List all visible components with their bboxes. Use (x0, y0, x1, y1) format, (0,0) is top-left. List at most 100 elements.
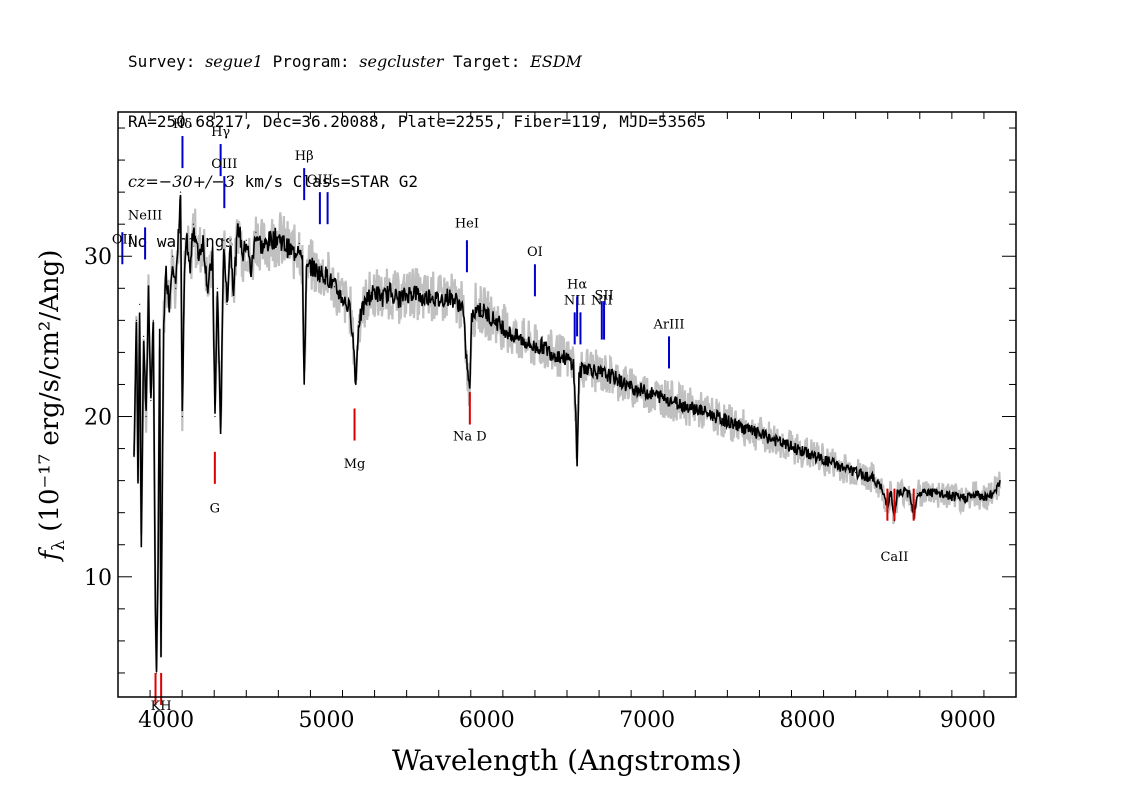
spectrum-point (822, 459, 825, 461)
x-tick-label: 4000 (138, 708, 194, 733)
emission-line-label: OII (112, 232, 133, 247)
spectrum-point (575, 415, 577, 418)
spectrum-point (494, 319, 496, 321)
spectrum-point (255, 231, 257, 233)
spectrum-point (871, 476, 873, 479)
header-line-1: Survey: segue1 Program: segcluster Targe… (128, 52, 706, 72)
spectrum-point (186, 239, 188, 241)
cz-prefix: cz= (128, 172, 159, 191)
spectrum-point (710, 414, 712, 416)
spectrum-header: Survey: segue1 Program: segcluster Targe… (128, 12, 706, 272)
spectrum-point (214, 415, 216, 418)
spectrum-point (398, 298, 400, 301)
spectrum-point (349, 310, 352, 312)
spectrum-point (355, 383, 357, 386)
spectrum-point (927, 491, 929, 493)
spectrum-point (157, 560, 159, 562)
spectrum-point (909, 492, 911, 495)
program-label: Program: (272, 52, 350, 71)
spectrum-point (175, 287, 177, 289)
spectrum-point (638, 388, 640, 390)
spectrum-point (462, 306, 464, 309)
absorption-line-label: KH (151, 699, 172, 714)
spectrum-point (163, 319, 165, 321)
absorption-line-label: CaII (880, 550, 908, 565)
spectrum-point (277, 236, 279, 238)
spectrum-point (614, 377, 616, 379)
spectrum-point (216, 287, 219, 289)
spectrum-point (742, 427, 744, 429)
spectrum-point (223, 239, 225, 241)
spectrum-point (582, 366, 584, 368)
spectrum-point (935, 492, 937, 495)
target-value: ESDM (530, 52, 582, 71)
spectrum-point (855, 472, 857, 474)
spectrum-point (269, 239, 271, 241)
line-markers: OIINeIIIHδHγOIIIHβOIIIHeIOINIIHαNIISIIAr… (112, 117, 915, 714)
spectrum-point (168, 303, 170, 305)
spectrum-point (967, 496, 969, 498)
spectrum-point (150, 399, 152, 402)
spectrum-point (145, 415, 147, 418)
spectrum-point (446, 295, 448, 297)
spectrum-point (991, 494, 993, 496)
spectrum-point (159, 335, 161, 337)
x-tick-label: 9000 (940, 708, 996, 733)
y-tick-label: 10 (84, 566, 112, 591)
spectrum-point (178, 223, 180, 225)
spectrum-point (422, 298, 424, 301)
spectrum-point (390, 290, 392, 293)
spectrum-point (646, 391, 648, 394)
axes: 4000 5000 6000 7000 8000 9000 10 20 30 (84, 112, 1017, 733)
x-tick-label: 6000 (459, 708, 515, 733)
spectrum-point (890, 491, 892, 493)
error-band (132, 196, 1002, 670)
spectrum-point (261, 247, 263, 249)
spectrum-point (943, 494, 945, 496)
spectrum-point (630, 387, 632, 389)
spectrum-point (317, 271, 320, 273)
spectrum-point (578, 375, 580, 378)
spectrum-point (303, 383, 305, 386)
cz-value: −30+/−3 (158, 172, 235, 191)
survey-label: Survey: (128, 52, 196, 71)
spectrum-point (135, 319, 138, 321)
spectrum-point (373, 290, 376, 293)
spectrum-point (212, 255, 214, 257)
spectrum-point (790, 446, 793, 448)
emission-line-label: Hα (567, 277, 587, 292)
spectrum-point (285, 246, 287, 248)
spectrum-point (572, 363, 575, 365)
absorption-line-label: Mg (344, 457, 366, 472)
spectrum-point (758, 433, 761, 435)
spectrum-point (301, 263, 304, 265)
emission-line-label: ArIII (652, 317, 684, 332)
spectrum-point (341, 297, 344, 299)
spectrum-point (481, 310, 483, 312)
x-axis-label: Wavelength (Angstroms) (392, 744, 742, 777)
spectrum-point (220, 431, 222, 434)
spectrum-point (414, 290, 416, 293)
emission-line-label: NeIII (128, 208, 162, 223)
spectrum-point (226, 303, 228, 305)
x-tick-label: 5000 (298, 708, 354, 733)
error-band-path (132, 196, 1002, 670)
spectrum-point (160, 656, 162, 658)
spectrum-point (161, 512, 163, 514)
spectrum-point (232, 287, 235, 289)
spectrum-point (181, 415, 183, 418)
spectrum-point (305, 271, 308, 273)
spectrum-point (406, 294, 408, 296)
spectrum-point (896, 492, 898, 495)
spectrum-point (879, 484, 881, 487)
spectrum-point (333, 286, 336, 288)
y-tick-label: 20 (84, 406, 112, 431)
absorption-line-label: G (210, 502, 220, 517)
spectrum-point (139, 303, 141, 305)
plot-frame (117, 111, 1017, 698)
spectrum-point (598, 372, 600, 374)
spectrum-point (590, 367, 592, 370)
emission-line-label: OIII (307, 173, 333, 188)
spectrum-point (183, 271, 186, 273)
target-label: Target: (453, 52, 521, 71)
